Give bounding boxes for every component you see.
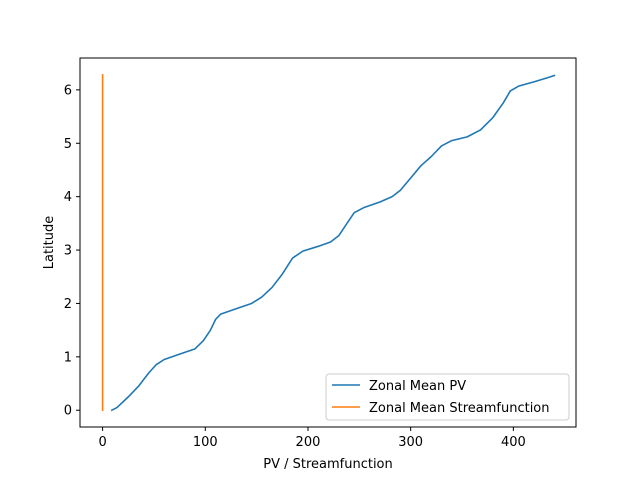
legend-box xyxy=(325,373,570,421)
x-tick-label: 200 xyxy=(296,435,321,450)
y-tick-label: 0 xyxy=(64,404,72,419)
x-tick-label: 400 xyxy=(501,435,526,450)
x-axis-label: PV / Streamfunction xyxy=(263,457,393,472)
y-axis: 0 1 2 3 4 5 6 xyxy=(64,83,80,419)
x-tick-label: 100 xyxy=(193,435,218,450)
y-tick-label: 3 xyxy=(64,244,72,259)
legend-label-streamfunction: Zonal Mean Streamfunction xyxy=(369,401,550,416)
x-tick-label: 300 xyxy=(398,435,423,450)
plot-area xyxy=(101,73,556,412)
y-tick-label: 5 xyxy=(64,137,72,152)
y-tick-label: 2 xyxy=(64,297,72,312)
series-line-0 xyxy=(110,74,556,412)
legend: Zonal Mean PV Zonal Mean Streamfunction xyxy=(325,373,570,421)
axes-frame xyxy=(79,57,577,428)
y-tick-label: 4 xyxy=(64,190,72,205)
y-tick-label: 6 xyxy=(64,83,72,98)
y-tick-label: 1 xyxy=(64,350,72,365)
y-axis-label: Latitude xyxy=(42,216,57,270)
x-tick-label: 0 xyxy=(98,435,106,450)
x-axis: 0 100 200 300 400 xyxy=(98,427,526,450)
legend-label-pv: Zonal Mean PV xyxy=(369,379,466,394)
